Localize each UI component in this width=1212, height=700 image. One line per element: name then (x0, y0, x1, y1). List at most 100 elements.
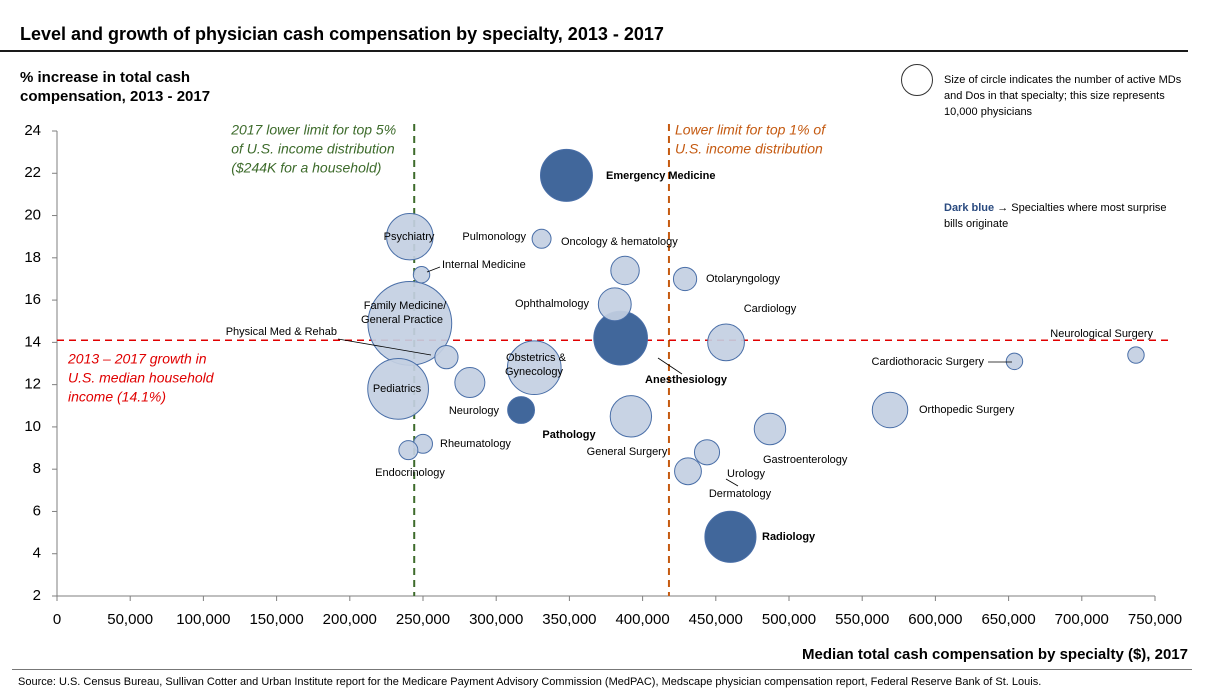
y-tick-label: 8 (33, 460, 41, 477)
x-tick-label: 200,000 (323, 611, 377, 628)
y-tick-label: 6 (33, 502, 41, 519)
label-anesthesiology: Anesthesiology (645, 374, 728, 386)
label-dermatology: Dermatology (709, 488, 772, 500)
dark-blue-note-text: Specialties where most surprise bills or… (944, 202, 1167, 230)
label-obstetrics-gynecology: Obstetrics & (506, 352, 567, 364)
x-tick-label: 550,000 (835, 611, 889, 628)
y-tick-label: 24 (24, 122, 41, 139)
x-axis-label: Median total cash compensation by specia… (802, 646, 1188, 663)
chart-title: Level and growth of physician cash compe… (20, 24, 664, 44)
label-leader-line (657, 357, 683, 375)
label-orthopedic-surgery: Orthopedic Surgery (919, 404, 1015, 416)
bubble-neurological-surgery (1127, 346, 1145, 364)
label-radiology: Radiology (762, 531, 816, 543)
bubble-dermatology (674, 457, 702, 486)
x-tick-label: 600,000 (908, 611, 962, 628)
label-leader-line (337, 338, 432, 356)
source-note: Source: U.S. Census Bureau, Sullivan Cot… (18, 676, 1042, 688)
label-leader-line (426, 266, 441, 273)
label-emergency-medicine: Emergency Medicine (606, 170, 715, 182)
arrow-right-icon: → (997, 202, 1009, 214)
bubble-radiology (704, 510, 757, 563)
label-endocrinology: Endocrinology (375, 467, 445, 479)
label-pulmonology: Pulmonology (462, 231, 526, 243)
bubble-general-surgery (609, 395, 653, 438)
x-tick-label: 650,000 (981, 611, 1035, 628)
reference-line-label: ($244K for a household) (231, 160, 381, 176)
y-axis-label: % increase in total cash compensation, 2… (20, 69, 211, 105)
x-tick-label: 350,000 (542, 611, 596, 628)
reference-line-label: income (14.1%) (68, 389, 166, 405)
label-neurological-surgery: Neurological Surgery (1050, 328, 1153, 340)
reference-line-label: of U.S. income distribution (231, 141, 395, 157)
label-ophthalmology: Ophthalmology (515, 298, 589, 310)
label-obstetrics-gynecology: Gynecology (505, 366, 564, 378)
title-divider (0, 50, 1188, 52)
bubble-urology (693, 439, 721, 466)
bubble-ophthalmology (597, 287, 632, 322)
y-tick-label: 4 (33, 545, 41, 562)
reference-line-label: 2017 lower limit for top 5% (230, 122, 396, 138)
bubble-emergency-medicine (539, 148, 593, 202)
bubble-pathology (507, 396, 536, 424)
bubble-internal-medicine (412, 266, 431, 284)
reference-line-label: Lower limit for top 1% of (675, 122, 827, 138)
label-general-surgery: General Surgery (587, 446, 668, 458)
y-tick-label: 18 (24, 249, 41, 266)
x-tick-label: 450,000 (689, 611, 743, 628)
label-otolaryngology: Otolaryngology (706, 273, 780, 285)
bubble-physical-med-rehab (434, 345, 459, 370)
bubble-pulmonology (531, 228, 552, 249)
legend-size-circle (901, 64, 933, 96)
dark-blue-note-bold: Dark blue (944, 202, 995, 214)
y-tick-label: 16 (24, 291, 41, 308)
reference-line-label: 2013 – 2017 growth in (67, 351, 207, 367)
bubble-endocrinology (398, 440, 419, 461)
label-oncology-hematology: Oncology & hematology (561, 236, 678, 248)
bubble-obstetrics-gynecology (506, 340, 562, 396)
label-rheumatology: Rheumatology (440, 438, 511, 450)
reference-line-label: U.S. median household (68, 370, 215, 386)
bubble-otolaryngology (672, 266, 698, 292)
x-tick-label: 100,000 (176, 611, 230, 628)
reference-line-label: U.S. income distribution (675, 141, 823, 157)
x-tick-label: 700,000 (1055, 611, 1109, 628)
x-tick-label: 400,000 (615, 611, 669, 628)
label-physical-med-rehab: Physical Med & Rehab (226, 326, 337, 338)
x-tick-label: 50,000 (107, 611, 153, 628)
x-tick-label: 150,000 (249, 611, 303, 628)
x-tick-label: 750,000 (1128, 611, 1182, 628)
bubble-pediatrics (367, 357, 429, 420)
label-urology: Urology (727, 468, 765, 480)
label-family-medicine-general-practice: General Practice (361, 314, 443, 326)
bubble-cardiology (707, 323, 745, 362)
dark-blue-note: Dark blue → Specialties where most surpr… (944, 200, 1174, 232)
y-tick-label: 10 (24, 418, 41, 435)
x-tick-label: 500,000 (762, 611, 816, 628)
bubble-cardiothoracic-surgery (1005, 352, 1024, 371)
x-tick-label: 0 (53, 611, 61, 628)
y-tick-label: 12 (24, 376, 41, 393)
x-tick-label: 250,000 (396, 611, 450, 628)
label-pediatrics: Pediatrics (373, 383, 422, 395)
source-divider (12, 669, 1192, 670)
label-cardiothoracic-surgery: Cardiothoracic Surgery (872, 356, 985, 368)
y-tick-label: 2 (33, 587, 41, 604)
bubble-gastroenterology (753, 412, 787, 446)
label-neurology: Neurology (449, 405, 500, 417)
bubble-neurology (454, 367, 486, 399)
bubble-psychiatry (386, 212, 434, 261)
bubble-oncology-hematology (610, 255, 640, 286)
x-tick-label: 300,000 (469, 611, 523, 628)
y-tick-label: 22 (24, 164, 41, 181)
bubble-orthopedic-surgery (871, 391, 909, 429)
label-pathology: Pathology (542, 429, 596, 441)
label-internal-medicine: Internal Medicine (442, 259, 526, 271)
legend-size-note: Size of circle indicates the number of a… (944, 74, 1182, 118)
label-leader-line (725, 478, 739, 487)
y-tick-label: 14 (24, 333, 41, 350)
label-cardiology: Cardiology (744, 303, 797, 315)
label-psychiatry: Psychiatry (384, 231, 435, 243)
label-family-medicine-general-practice: Family Medicine/ (364, 300, 447, 312)
